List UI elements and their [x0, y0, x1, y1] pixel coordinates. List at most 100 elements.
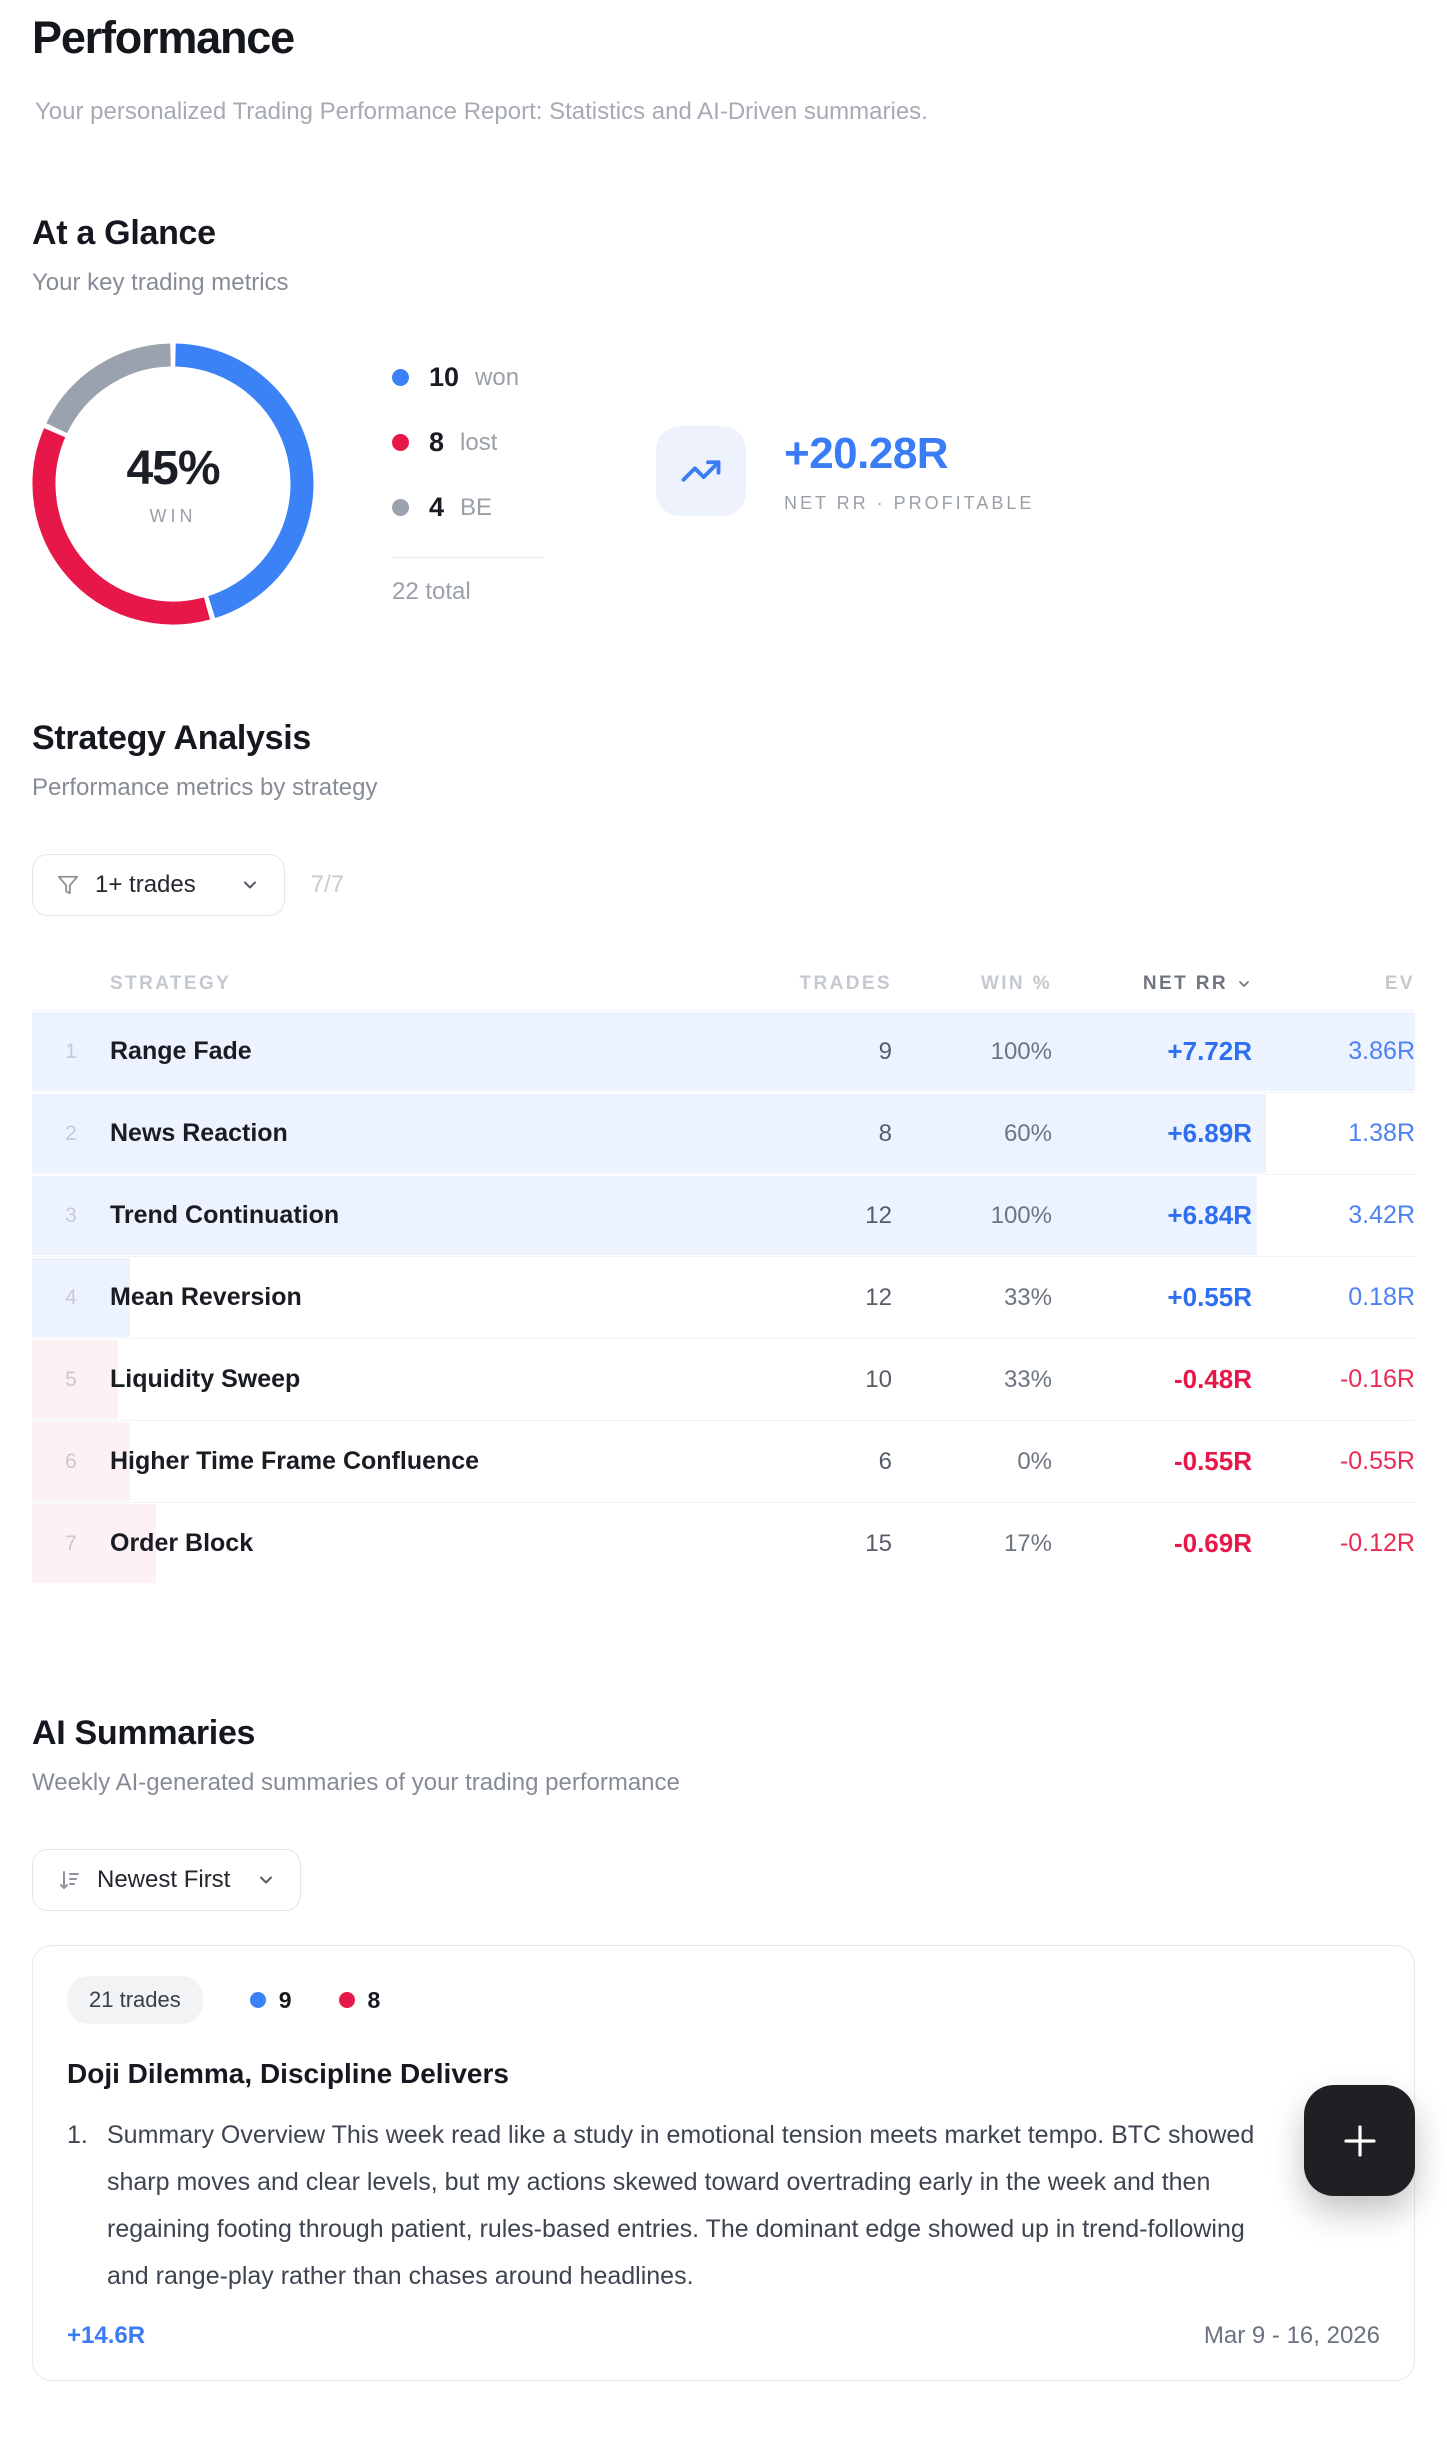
- net-rr-cell: +6.89R: [1167, 1118, 1252, 1148]
- net-rr-bar: [32, 1504, 156, 1583]
- glance-heading: At a Glance: [32, 214, 216, 252]
- legend-item-BE: 4 BE: [392, 492, 550, 523]
- column-header-win-[interactable]: WIN %: [980, 973, 1052, 994]
- net-rr-cell: -0.69R: [1173, 1528, 1252, 1558]
- strategy-subheading: Performance metrics by strategy: [32, 774, 378, 801]
- summary-card[interactable]: 21 trades 9 8 Doji Dilemma, Discipline D…: [32, 1945, 1415, 2381]
- net-rr-bar: [32, 1094, 1267, 1173]
- lost-dot-icon: [338, 1992, 355, 2008]
- net-rr-bar: [32, 1258, 131, 1337]
- donut-segment-won: [175, 343, 314, 619]
- win-pct-cell: 0%: [1017, 1447, 1052, 1475]
- strategy-table-header: STRATEGY TRADES WIN % NET RR EV: [32, 958, 1415, 1010]
- row-rank: 3: [65, 1203, 77, 1227]
- page-subtitle: Your personalized Trading Performance Re…: [35, 98, 928, 125]
- plus-icon: [1343, 2124, 1376, 2157]
- legend-label: BE: [460, 493, 493, 521]
- performance-page: Performance Your personalized Trading Pe…: [0, 12, 1447, 2381]
- funnel-icon: [57, 875, 79, 895]
- net-rr-cell: +7.72R: [1167, 1036, 1252, 1066]
- row-rank: 2: [65, 1121, 77, 1145]
- legend-item-won: 10 won: [392, 362, 550, 393]
- strategy-row-higher-time-frame-confluence[interactable]: 6 Higher Time Frame Confluence 6 0% -0.55R -0…: [32, 1420, 1415, 1502]
- won-dot-icon: [249, 1992, 266, 2008]
- column-header-trades[interactable]: TRADES: [799, 973, 892, 994]
- strategy-name: Range Fade: [110, 1037, 252, 1065]
- add-button[interactable]: [1304, 2085, 1415, 2196]
- ev-cell: -0.12R: [1339, 1529, 1415, 1557]
- net-rr-cell: -0.48R: [1173, 1364, 1252, 1394]
- legend-divider: [392, 557, 544, 558]
- net-rr-label: NET RR · PROFITABLE: [784, 492, 1035, 513]
- net-rr-bar: [32, 1340, 119, 1419]
- strategy-name: Order Block: [110, 1529, 254, 1557]
- list-marker: 1.: [67, 2121, 88, 2149]
- row-rank: 7: [65, 1531, 77, 1555]
- at-a-glance-section: At a Glance Your key trading metrics 45%…: [32, 214, 1415, 625]
- net-rr-bar: [32, 1422, 131, 1501]
- page-title: Performance: [32, 12, 295, 63]
- summary-net-rr: +14.6R: [67, 2322, 146, 2349]
- legend-value: 4: [429, 492, 445, 522]
- chevron-down-icon: [243, 881, 256, 889]
- summary-date-range: Mar 9 - 16, 2026: [1203, 2322, 1380, 2349]
- legend-label: won: [475, 363, 520, 391]
- win-rate-donut-chart: 45% WIN: [32, 343, 314, 625]
- BE-dot-icon: [392, 499, 409, 516]
- trades-cell: 12: [865, 1201, 892, 1229]
- strategy-row-mean-reversion[interactable]: 4 Mean Reversion 12 33% +0.55R 0.18R: [32, 1256, 1415, 1338]
- ev-cell: 0.18R: [1348, 1283, 1415, 1311]
- legend-label: lost: [460, 428, 498, 456]
- summaries-heading: AI Summaries: [32, 1714, 256, 1752]
- glance-subheading: Your key trading metrics: [32, 269, 289, 296]
- win-pct-cell: 33%: [1003, 1365, 1052, 1393]
- trades-cell: 15: [865, 1529, 892, 1557]
- won-count: 9: [237, 1987, 292, 2014]
- row-rank: 6: [65, 1449, 77, 1473]
- row-rank: 5: [65, 1367, 77, 1391]
- summaries-subheading: Weekly AI-generated summaries of your tr…: [32, 1769, 680, 1796]
- net-rr-stat: +20.28R NET RR · PROFITABLE: [656, 426, 1034, 516]
- won-dot-icon: [392, 369, 409, 386]
- strategy-name: Liquidity Sweep: [110, 1365, 301, 1393]
- ev-cell: 3.42R: [1348, 1201, 1415, 1229]
- filter-count: 7/7: [310, 871, 345, 898]
- strategy-row-news-reaction[interactable]: 2 News Reaction 8 60% +6.89R 1.38R: [32, 1092, 1415, 1174]
- column-header-net-rr[interactable]: NET RR: [1052, 973, 1252, 995]
- row-rank: 1: [65, 1039, 77, 1063]
- strategy-row-range-fade[interactable]: 1 Range Fade 9 100% +7.72R 3.86R: [32, 1010, 1415, 1092]
- strategy-name: Higher Time Frame Confluence: [110, 1447, 480, 1475]
- ai-summaries-section: AI Summaries Weekly AI-generated summari…: [32, 1714, 1415, 2381]
- win-pct-cell: 33%: [1003, 1283, 1052, 1311]
- legend-value: 8: [429, 427, 445, 457]
- trades-cell: 12: [865, 1283, 892, 1311]
- trades-cell: 10: [865, 1365, 892, 1393]
- win-rate-value: 45%: [126, 442, 220, 495]
- strategy-row-trend-continuation[interactable]: 3 Trend Continuation 12 100% +6.84R 3.42R: [32, 1174, 1415, 1256]
- strategy-name: Mean Reversion: [110, 1283, 302, 1311]
- net-rr-cell: -0.55R: [1173, 1446, 1252, 1476]
- total-trades-label: 22 total: [392, 578, 471, 605]
- trades-filter-dropdown[interactable]: 1+ trades: [32, 854, 285, 916]
- sort-dropdown[interactable]: Newest First: [32, 1849, 302, 1911]
- ev-cell: 3.86R: [1348, 1037, 1415, 1065]
- trades-filter-label: 1+ trades: [95, 871, 196, 898]
- net-rr-cell: +6.84R: [1167, 1200, 1252, 1230]
- lost-count: 8: [326, 1987, 380, 2014]
- net-rr-bar: [32, 1012, 1415, 1091]
- row-rank: 4: [65, 1285, 77, 1309]
- ev-cell: -0.16R: [1339, 1365, 1415, 1393]
- trades-cell: 9: [878, 1037, 892, 1065]
- net-rr-value: +20.28R: [784, 428, 949, 478]
- legend-value: 10: [429, 362, 460, 392]
- sort-descending-icon: [60, 1871, 79, 1889]
- strategy-row-order-block[interactable]: 7 Order Block 15 17% -0.69R -0.12R: [32, 1502, 1415, 1584]
- strategy-row-liquidity-sweep[interactable]: 5 Liquidity Sweep 10 33% -0.48R -0.16R: [32, 1338, 1415, 1420]
- trending-up-icon: [656, 426, 746, 516]
- column-header-ev[interactable]: EV: [1384, 973, 1415, 994]
- win-pct-cell: 100%: [990, 1201, 1052, 1229]
- win-pct-cell: 17%: [1003, 1529, 1052, 1557]
- column-header-strategy[interactable]: STRATEGY: [110, 973, 232, 994]
- ev-cell: 1.38R: [1348, 1119, 1415, 1147]
- strategy-heading: Strategy Analysis: [32, 719, 311, 757]
